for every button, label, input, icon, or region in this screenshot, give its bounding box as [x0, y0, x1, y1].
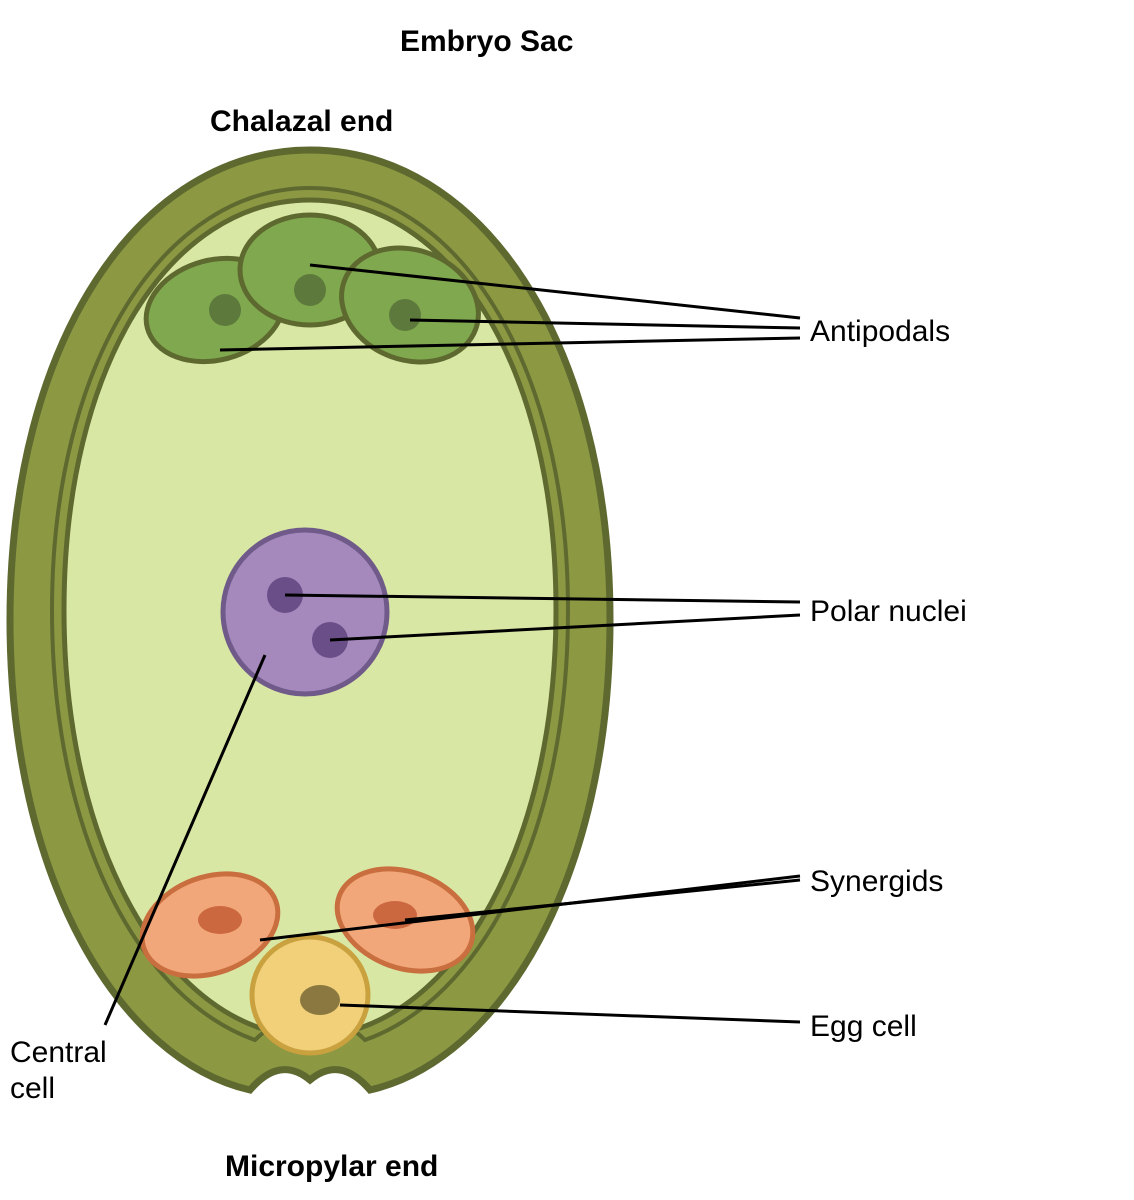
central-cell-label: Central cell Centralcell: [10, 1035, 107, 1107]
central-cell: [223, 530, 387, 694]
chalazal-label: Chalazal end: [210, 105, 393, 139]
antipodals-label: Antipodals: [810, 315, 950, 349]
polar-nuclei-label: Polar nuclei: [810, 595, 967, 629]
egg-cell-label: Egg cell: [810, 1010, 917, 1044]
egg-cell-shape: [252, 937, 368, 1053]
micropylar-label: Micropylar end: [225, 1150, 438, 1184]
diagram-title: Embryo Sac: [400, 25, 573, 59]
synergids-label: Synergids: [810, 865, 943, 899]
